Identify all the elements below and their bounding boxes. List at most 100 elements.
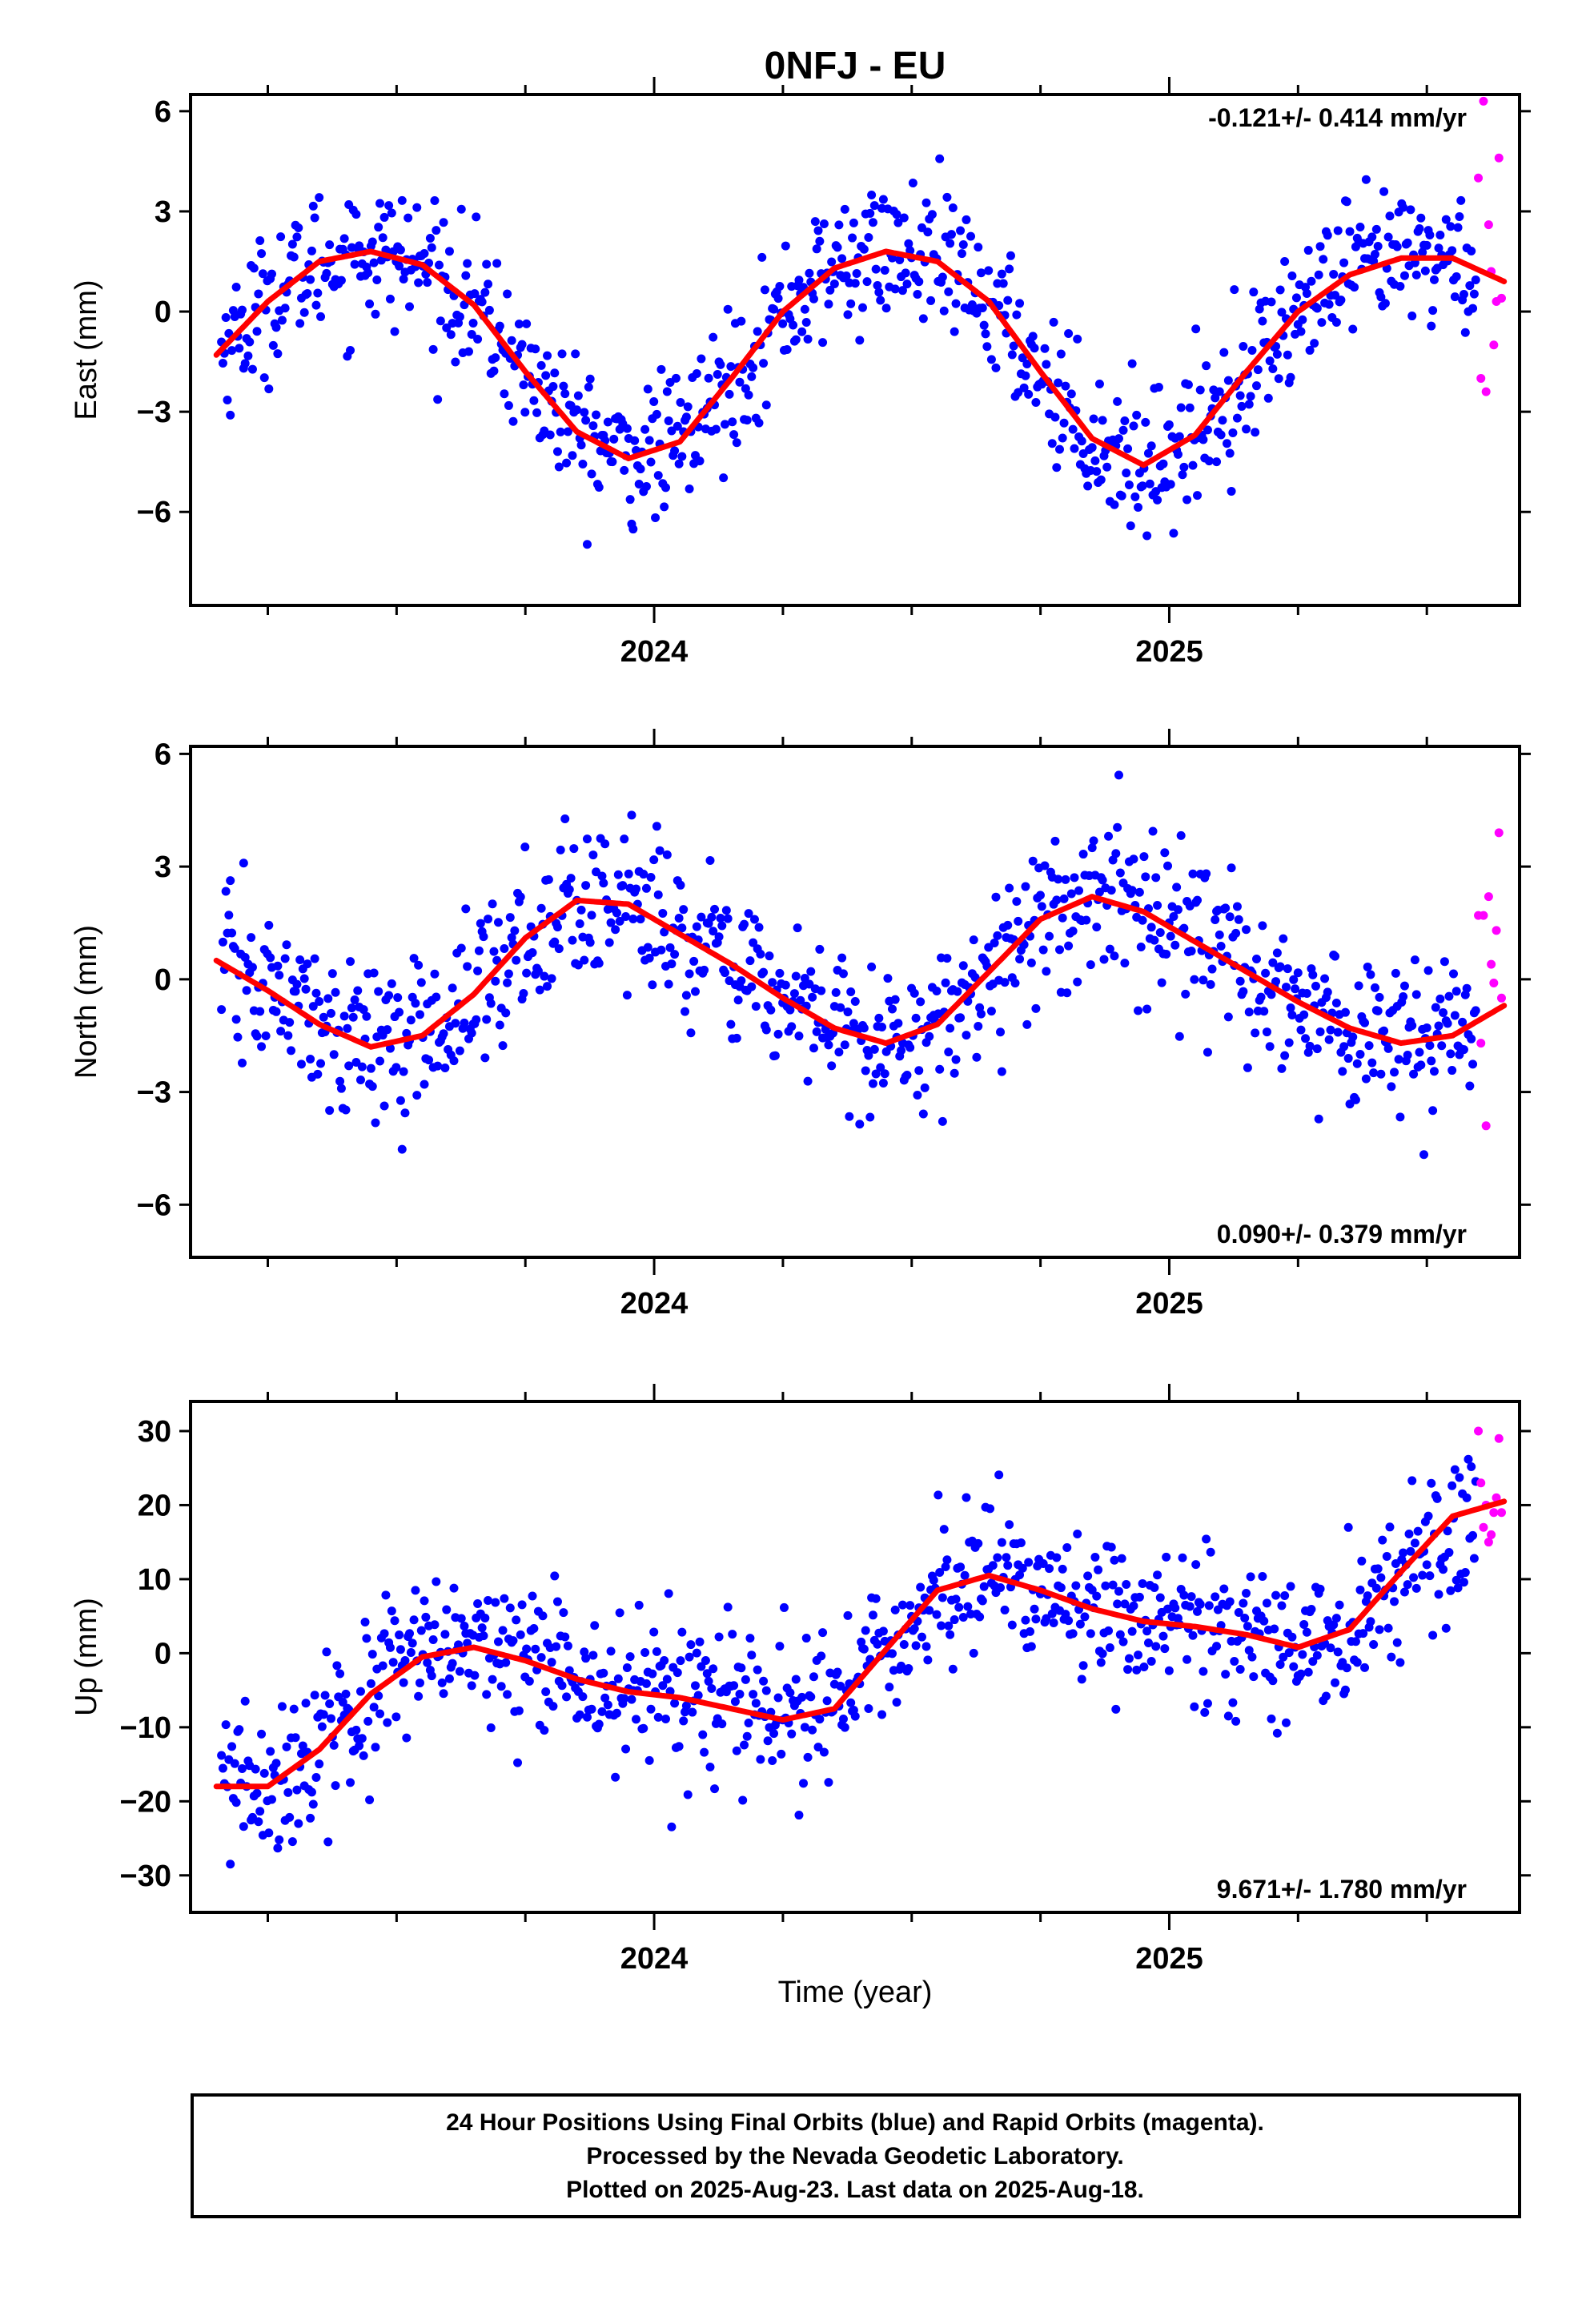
up-final-point (1190, 1702, 1199, 1711)
north-final-point (432, 992, 441, 1002)
north-final-point (575, 919, 584, 929)
east-final-point (809, 294, 818, 304)
east-final-point (1113, 396, 1122, 406)
east-final-point (749, 363, 758, 372)
up-final-point (1191, 1560, 1201, 1570)
north-final-point (224, 911, 234, 920)
north-final-point (1411, 990, 1421, 999)
up-final-point (1312, 1651, 1322, 1660)
up-final-point (251, 1764, 260, 1774)
up-final-point (911, 1641, 921, 1651)
north-final-point (1148, 826, 1158, 836)
east-final-point (946, 239, 955, 248)
up-final-point (681, 1701, 691, 1711)
up-final-point (1378, 1535, 1387, 1545)
north-final-point (433, 1061, 443, 1071)
north-y-tick-label: −3 (137, 1076, 171, 1110)
up-final-point (1411, 1583, 1421, 1593)
east-final-point (252, 327, 262, 336)
north-final-point (775, 968, 785, 978)
north-final-point (367, 1082, 377, 1092)
east-final-point (271, 323, 281, 332)
north-x-tick-label: 2024 (620, 1287, 689, 1321)
up-final-point (621, 1744, 631, 1754)
north-final-point (308, 1002, 318, 1011)
north-final-point (1323, 987, 1332, 997)
north-final-point (1279, 934, 1288, 943)
up-final-point (890, 1605, 900, 1614)
east-final-point (704, 373, 713, 383)
east-final-point (477, 297, 487, 307)
north-final-point (467, 1028, 476, 1038)
north-final-point (1314, 1114, 1323, 1124)
north-final-point (887, 1004, 897, 1014)
up-final-point (381, 1590, 391, 1600)
north-final-point (1221, 903, 1231, 913)
north-final-point (751, 1002, 761, 1011)
up-final-point (427, 1671, 436, 1681)
up-final-point (1193, 1606, 1203, 1616)
north-final-point (1104, 831, 1114, 841)
up-final-point (1376, 1573, 1386, 1582)
up-final-point (1242, 1589, 1251, 1598)
east-final-point (587, 469, 596, 479)
up-final-point (641, 1679, 651, 1688)
up-final-point (1399, 1548, 1408, 1558)
north-final-point (1019, 940, 1029, 950)
up-final-point (338, 1698, 347, 1707)
up-final-point (917, 1632, 926, 1642)
up-final-point (550, 1571, 560, 1581)
north-final-point (849, 1019, 858, 1028)
north-final-point (1061, 875, 1070, 884)
east-final-point (1253, 365, 1263, 375)
up-final-point (864, 1703, 873, 1713)
north-final-point (1089, 836, 1098, 846)
east-final-point (573, 391, 583, 400)
east-final-point (556, 427, 565, 436)
up-final-point (700, 1747, 709, 1757)
east-final-point (812, 244, 821, 254)
north-final-point (474, 946, 484, 955)
up-final-point (897, 1661, 906, 1671)
north-final-point (233, 1032, 243, 1042)
north-final-point (838, 969, 848, 979)
up-final-point (939, 1525, 949, 1534)
east-rapid-point (1481, 387, 1491, 396)
north-y-tick-label: 3 (155, 850, 171, 884)
east-final-point (813, 226, 823, 235)
up-final-point (1150, 1582, 1159, 1592)
up-final-point (1225, 1597, 1235, 1606)
north-final-point (1058, 913, 1067, 923)
up-final-point (1092, 1591, 1102, 1601)
north-final-point (652, 822, 661, 831)
east-final-point (800, 304, 809, 314)
north-final-point (493, 918, 503, 927)
east-final-point (1102, 462, 1112, 472)
north-final-point (550, 937, 560, 947)
east-final-point (1267, 297, 1276, 307)
north-final-point (834, 1047, 844, 1057)
up-final-point (1073, 1530, 1082, 1539)
up-final-point (1453, 1583, 1463, 1593)
up-final-point (833, 1667, 842, 1677)
north-final-point (1139, 852, 1149, 862)
up-final-point (1357, 1556, 1367, 1566)
up-final-point (777, 1749, 786, 1759)
east-final-point (541, 371, 551, 380)
north-final-point (1452, 987, 1461, 996)
east-final-point (864, 233, 873, 243)
east-final-point (519, 380, 528, 390)
north-final-point (1106, 886, 1116, 895)
east-final-point (563, 427, 572, 436)
up-final-point (763, 1736, 773, 1746)
up-final-point (227, 1742, 237, 1751)
east-final-point (1031, 397, 1041, 407)
north-final-point (522, 968, 532, 978)
north-final-point (1331, 998, 1341, 1007)
up-final-point (1404, 1529, 1414, 1538)
up-final-point (690, 1681, 700, 1691)
east-final-point (1420, 266, 1430, 275)
up-final-point (282, 1742, 291, 1751)
east-final-point (355, 241, 364, 251)
